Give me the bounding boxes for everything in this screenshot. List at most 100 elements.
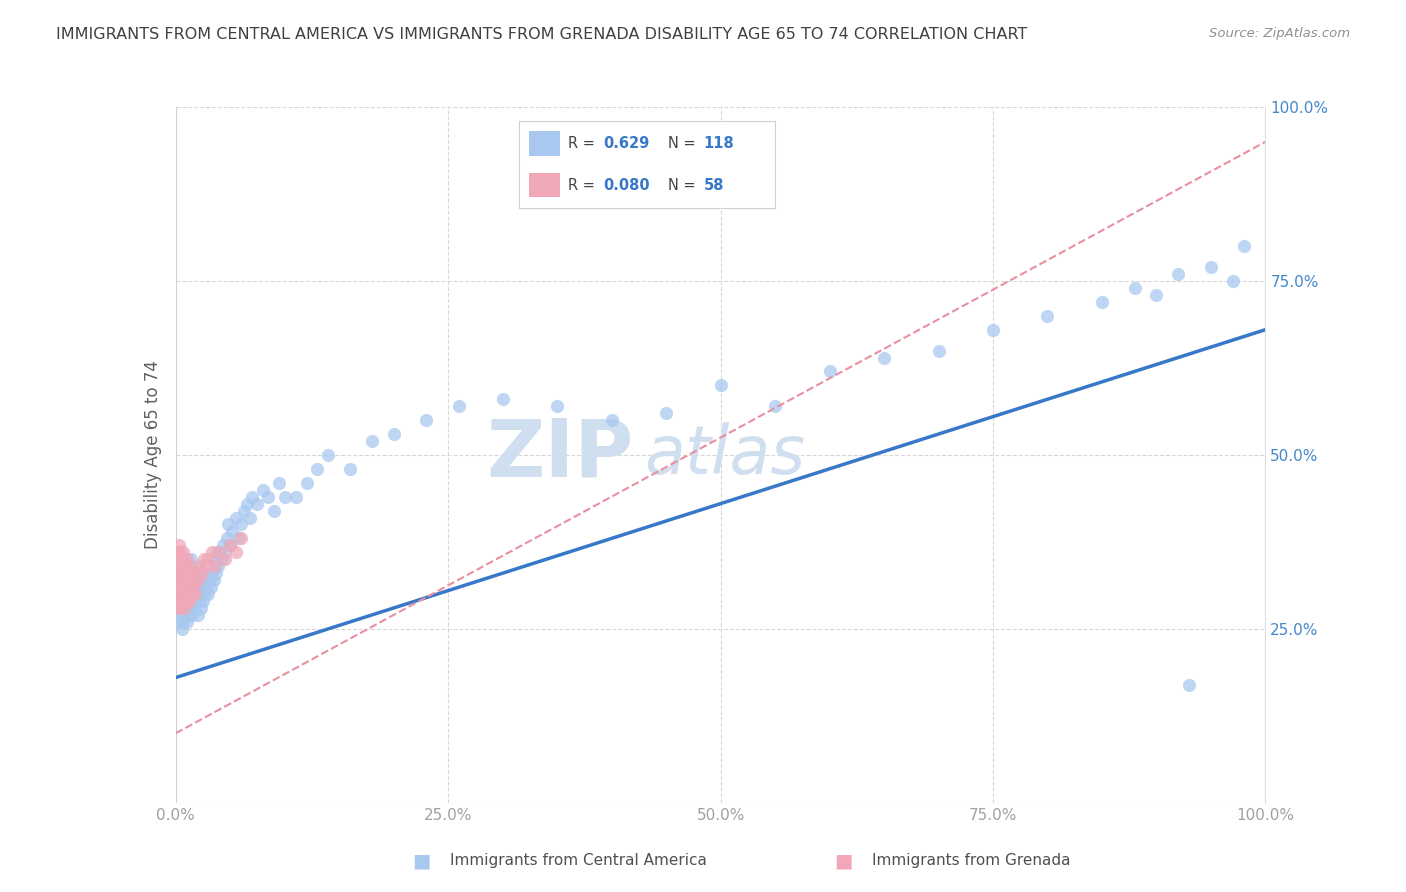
Point — [183, 601, 205, 615]
Point — [179, 559, 201, 574]
Point — [181, 566, 204, 581]
Point — [176, 594, 198, 608]
Point — [188, 559, 211, 574]
Point — [169, 545, 191, 559]
Point — [172, 573, 194, 587]
Point — [174, 594, 197, 608]
Point — [191, 566, 214, 581]
Point — [600, 413, 623, 427]
Point — [219, 538, 242, 552]
Point — [214, 552, 236, 566]
Point — [172, 594, 194, 608]
Point — [186, 559, 209, 574]
Point — [205, 566, 228, 581]
Point — [252, 483, 274, 497]
Point — [195, 573, 218, 587]
Point — [172, 545, 194, 559]
Point — [183, 573, 205, 587]
Point — [1123, 281, 1146, 295]
Point — [177, 594, 200, 608]
Point — [214, 545, 236, 559]
Text: Source: ZipAtlas.com: Source: ZipAtlas.com — [1209, 27, 1350, 40]
Point — [177, 566, 200, 581]
Point — [179, 573, 201, 587]
Point — [415, 413, 437, 427]
Point — [169, 566, 191, 581]
Point — [382, 427, 405, 442]
Point — [193, 552, 215, 566]
Point — [170, 607, 193, 622]
Point — [981, 323, 1004, 337]
Point — [167, 559, 190, 574]
Point — [240, 490, 263, 504]
Point — [172, 566, 194, 581]
Point — [193, 580, 215, 594]
Point — [1199, 260, 1222, 274]
Text: ■: ■ — [412, 851, 432, 871]
Point — [181, 573, 204, 587]
Point — [204, 559, 226, 574]
Point — [221, 524, 243, 539]
Point — [186, 566, 208, 581]
Point — [173, 559, 195, 574]
Point — [170, 580, 193, 594]
Point — [172, 601, 194, 615]
Point — [173, 580, 195, 594]
Point — [167, 601, 190, 615]
Point — [174, 587, 197, 601]
Point — [197, 552, 219, 566]
Point — [177, 587, 200, 601]
Point — [1036, 309, 1059, 323]
Point — [179, 594, 201, 608]
Point — [235, 497, 257, 511]
Point — [170, 594, 193, 608]
Point — [546, 399, 568, 413]
Point — [231, 517, 253, 532]
Point — [225, 510, 247, 524]
Point — [207, 559, 229, 574]
Point — [176, 552, 198, 566]
Point — [204, 552, 226, 566]
Point — [184, 587, 207, 601]
Point — [167, 587, 190, 601]
Point — [180, 552, 202, 566]
Point — [194, 587, 217, 601]
Point — [177, 607, 200, 622]
Point — [176, 580, 198, 594]
Point — [295, 475, 318, 490]
Point — [176, 615, 198, 629]
Point — [1167, 267, 1189, 281]
Point — [181, 580, 204, 594]
Point — [1144, 288, 1167, 302]
Point — [186, 607, 209, 622]
Point — [177, 573, 200, 587]
Point — [339, 462, 361, 476]
Point — [181, 594, 204, 608]
Point — [208, 545, 231, 559]
Point — [1178, 677, 1201, 691]
Point — [167, 559, 190, 574]
Point — [174, 601, 197, 615]
Point — [201, 545, 224, 559]
Point — [184, 587, 207, 601]
Point — [172, 566, 194, 581]
Point — [219, 538, 242, 552]
Point — [1232, 239, 1256, 253]
Text: Immigrants from Central America: Immigrants from Central America — [450, 854, 707, 868]
Point — [186, 587, 209, 601]
Point — [307, 462, 329, 476]
Point — [179, 587, 201, 601]
Point — [173, 601, 195, 615]
Point — [195, 580, 218, 594]
Point — [177, 587, 200, 601]
Point — [239, 510, 262, 524]
Point — [201, 566, 224, 581]
Point — [215, 532, 238, 546]
Point — [233, 503, 256, 517]
Text: ZIP: ZIP — [486, 416, 633, 494]
Point — [176, 594, 198, 608]
Point — [176, 559, 198, 574]
Point — [181, 587, 204, 601]
Point — [211, 538, 233, 552]
Point — [200, 580, 222, 594]
